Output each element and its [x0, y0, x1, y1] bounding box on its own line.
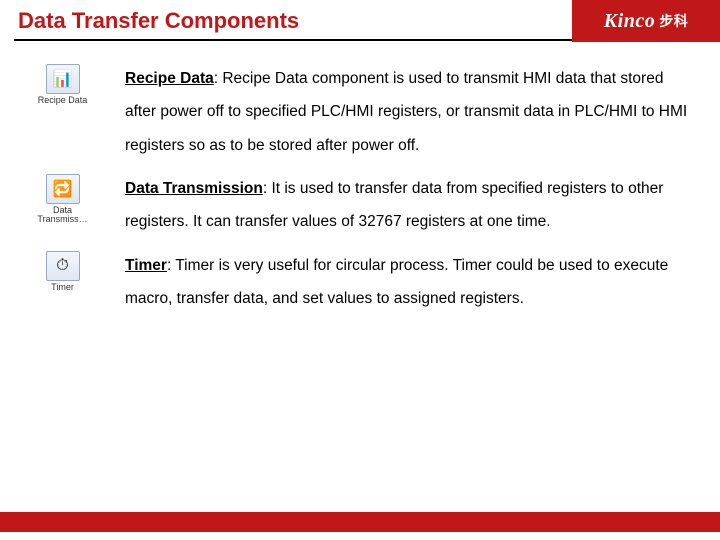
icon-label: Data Transmiss… — [37, 206, 87, 225]
footer-bar — [0, 512, 720, 532]
component-entry: 📊 Recipe Data Recipe Data: Recipe Data c… — [0, 62, 720, 162]
icon-column: 🔁 Data Transmiss… — [0, 172, 125, 225]
page-title: Data Transfer Components — [18, 8, 299, 34]
icon-column: 📊 Recipe Data — [0, 62, 125, 105]
entry-lead: Recipe Data — [125, 70, 214, 87]
component-icon-wrap: ⏱ Timer — [34, 251, 92, 292]
entry-lead: Data Transmission — [125, 180, 263, 197]
header: Data Transfer Components Kinco 步科 — [0, 0, 720, 48]
icon-label: Recipe Data — [38, 96, 88, 105]
component-text: Data Transmission: It is used to transfe… — [125, 172, 720, 239]
title-underline — [14, 39, 574, 41]
component-icon-wrap: 🔁 Data Transmiss… — [34, 174, 92, 225]
icon-column: ⏱ Timer — [0, 249, 125, 292]
component-icon-wrap: 📊 Recipe Data — [34, 64, 92, 105]
content-area: 📊 Recipe Data Recipe Data: Recipe Data c… — [0, 62, 720, 325]
brand-logo: Kinco 步科 — [572, 0, 720, 42]
entry-body: : Timer is very useful for circular proc… — [125, 257, 668, 307]
component-entry: 🔁 Data Transmiss… Data Transmission: It … — [0, 172, 720, 239]
component-text: Timer: Timer is very useful for circular… — [125, 249, 720, 316]
component-text: Recipe Data: Recipe Data component is us… — [125, 62, 720, 162]
recipe-data-icon: 📊 — [46, 64, 80, 94]
icon-label: Timer — [51, 283, 74, 292]
component-entry: ⏱ Timer Timer: Timer is very useful for … — [0, 249, 720, 316]
logo-sub: 步科 — [659, 11, 688, 31]
data-transmission-icon: 🔁 — [46, 174, 80, 204]
entry-lead: Timer — [125, 257, 167, 274]
timer-icon: ⏱ — [46, 251, 80, 281]
logo-main: Kinco — [604, 10, 655, 33]
